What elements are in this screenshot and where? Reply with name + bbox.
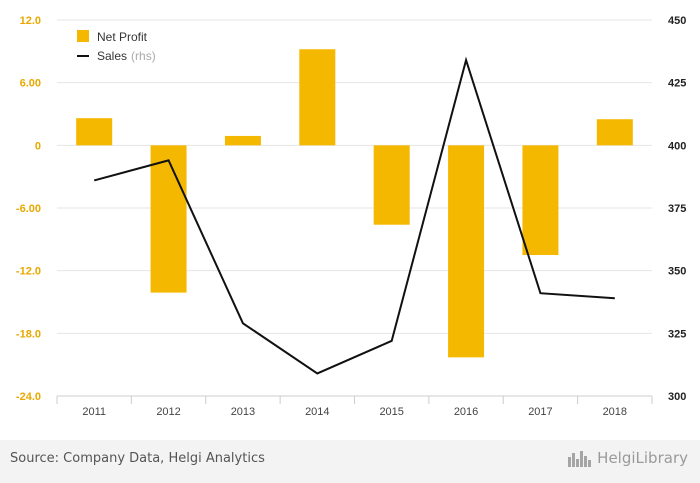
legend-sales-suffix: (rhs) [131,49,156,63]
right-tick-label: 375 [668,203,686,215]
left-tick-label: -24.0 [16,391,41,403]
left-axis-ticks: 12.0 6.00 0 -6.00 -12.0 -18.0 -24.0 [16,15,41,403]
source-note: Source: Company Data, Helgi Analytics [10,451,265,466]
x-tick-label: 2016 [454,406,478,418]
right-tick-label: 400 [668,140,686,152]
legend-label-net-profit: Net Profit [97,30,148,44]
x-tick-label: 2018 [603,406,627,418]
x-tick-label: 2011 [82,406,106,418]
bar-net-profit-2018 [596,119,633,146]
legend-swatch-net-profit [77,30,89,42]
sales-line [93,56,615,375]
right-tick-label: 450 [668,15,686,27]
bar-net-profit-2015 [373,145,410,225]
right-axis-ticks: 450 425 400 375 350 325 300 [668,15,686,403]
x-tick-label: 2015 [379,406,403,418]
bar-net-profit-2013 [224,135,261,146]
grid-lines [57,19,652,397]
bar-net-profit-2011 [76,118,113,146]
bar-net-profit-2014 [299,49,336,146]
legend: Net Profit Sales (rhs) [77,30,156,63]
bar-net-profit-2012 [150,145,187,293]
brand: HelgiLibrary [567,449,688,467]
left-tick-label: 6.00 [20,78,41,90]
left-tick-label: 0 [35,140,41,152]
left-tick-label: -18.0 [16,328,41,340]
legend-sales-name: Sales [97,49,127,63]
helgi-logo-icon [568,451,592,467]
right-tick-label: 325 [668,328,686,340]
left-tick-label: -12.0 [16,266,41,278]
footer: Source: Company Data, Helgi Analytics He… [0,440,700,483]
left-tick-label: 12.0 [20,15,41,27]
chart-svg: 12.0 6.00 0 -6.00 -12.0 -18.0 -24.0 450 425 400 3… [16,15,686,418]
x-axis: 2011 2012 2013 2014 2015 2016 2017 2018 [56,395,653,418]
x-tick-label: 2013 [231,406,255,418]
right-tick-label: 300 [668,391,686,403]
x-tick-label: 2012 [156,406,180,418]
left-tick-label: -6.00 [16,203,41,215]
sales-line-layer [93,56,615,375]
x-tick-label: 2017 [528,406,552,418]
bar-net-profit-2016 [448,145,485,358]
right-tick-label: 425 [668,78,686,90]
brand-name: HelgiLibrary [597,449,688,467]
right-tick-label: 350 [668,266,686,278]
bar-net-profit-2017 [522,145,559,255]
x-tick-label: 2014 [305,406,329,418]
legend-label-sales: Sales (rhs) [97,49,156,63]
net-profit-bars [76,49,633,358]
